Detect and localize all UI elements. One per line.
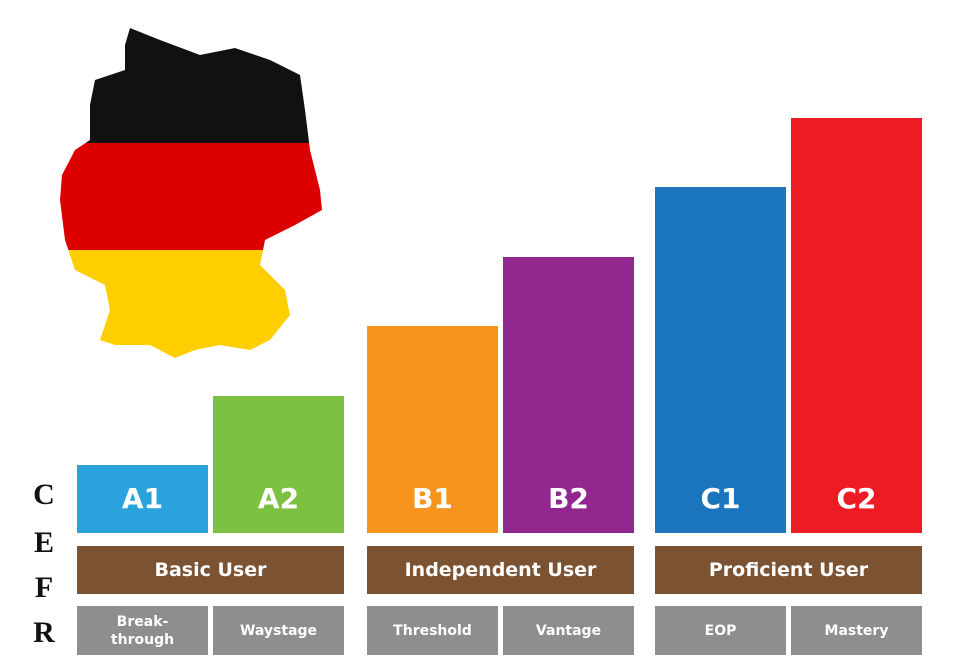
level-bar: C2	[791, 118, 922, 533]
level-bar: C1	[655, 187, 786, 533]
cefr-letter: R	[33, 616, 55, 649]
level-descriptor: Waystage	[213, 606, 344, 655]
level-bar: B1	[367, 326, 498, 533]
level-bar: B2	[503, 257, 634, 533]
level-descriptor: Threshold	[367, 606, 498, 655]
level-bar: A1	[77, 465, 208, 533]
level-descriptor: Vantage	[503, 606, 634, 655]
group-label: Basic User	[77, 546, 344, 594]
level-bar: A2	[213, 396, 344, 533]
level-descriptor: Mastery	[791, 606, 922, 655]
cefr-letter: C	[33, 478, 55, 511]
germany-flag-map	[60, 28, 322, 358]
group-label: Independent User	[367, 546, 634, 594]
group-label: Proficient User	[655, 546, 922, 594]
cefr-letter: E	[33, 526, 54, 559]
level-descriptor: Break- through	[77, 606, 208, 655]
level-descriptor: EOP	[655, 606, 786, 655]
cefr-letter: F	[34, 571, 54, 604]
